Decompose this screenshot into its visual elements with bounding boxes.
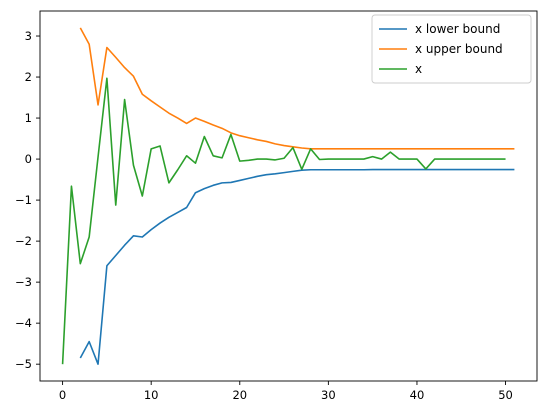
series-line-1 <box>79 27 515 150</box>
series-layer <box>61 27 515 365</box>
x-tick-label: 20 <box>232 388 247 402</box>
plot-area-frame <box>39 10 538 382</box>
legend-frame <box>371 14 532 84</box>
x-tick-label: 30 <box>321 388 336 402</box>
y-axis: −5 −4 −3 −2 −1 0 1 2 3 <box>15 29 40 371</box>
legend: x lower bound x upper bound x <box>371 14 532 84</box>
y-tick-label: −3 <box>15 275 32 289</box>
series-line-2 <box>61 77 506 365</box>
x-tick-label: 40 <box>410 388 425 402</box>
x-axis: 0 10 20 30 40 50 <box>59 381 513 402</box>
y-tick-label: 3 <box>25 29 32 43</box>
y-tick-label: −2 <box>15 234 32 248</box>
y-tick-label: 0 <box>25 152 32 166</box>
legend-label-2: x <box>415 62 422 76</box>
y-tick-label: 1 <box>25 111 32 125</box>
y-tick-label: −4 <box>15 316 32 330</box>
y-tick-label: −5 <box>15 357 32 371</box>
x-tick-label: 50 <box>498 388 513 402</box>
x-tick-label: 0 <box>59 388 66 402</box>
series-line-0 <box>79 168 515 365</box>
y-tick-label: −1 <box>15 193 32 207</box>
legend-label-1: x upper bound <box>415 42 503 56</box>
legend-label-0: x lower bound <box>415 22 500 36</box>
x-tick-label: 10 <box>144 388 159 402</box>
y-tick-label: 2 <box>25 70 32 84</box>
